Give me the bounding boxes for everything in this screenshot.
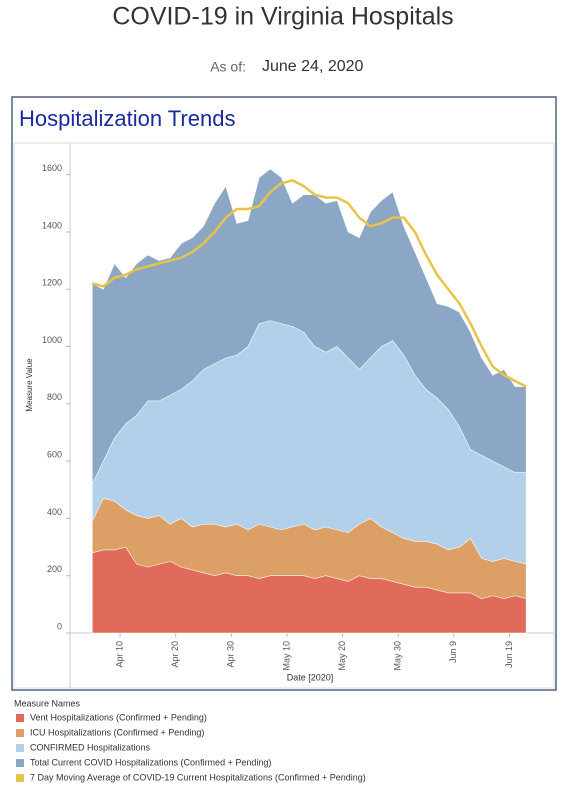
x-tick-label: May 30 — [393, 641, 403, 671]
x-axis-title: Date [2020] — [287, 672, 334, 682]
panel-title: Hospitalization Trends — [19, 106, 235, 131]
page-title: COVID-19 in Virginia Hospitals — [112, 3, 453, 31]
y-tick-label: 600 — [47, 449, 62, 459]
y-tick-label: 800 — [47, 392, 62, 402]
x-tick-label: Apr 20 — [170, 641, 180, 668]
y-tick-label: 1000 — [42, 335, 62, 345]
y-tick-label: 0 — [57, 621, 62, 631]
legend-label: 7 Day Moving Average of COVID-19 Current… — [30, 772, 366, 782]
x-tick-label: May 10 — [281, 641, 291, 671]
legend-label: ICU Hospitalizations (Confirmed + Pendin… — [30, 727, 204, 737]
legend-label: Total Current COVID Hospitalizations (Co… — [30, 757, 271, 767]
y-tick-label: 1600 — [42, 163, 62, 173]
y-tick-label: 200 — [47, 564, 62, 574]
legend-label: Vent Hospitalizations (Confirmed + Pendi… — [30, 712, 207, 722]
x-tick-label: Apr 30 — [226, 641, 236, 668]
y-tick-label: 1200 — [42, 278, 62, 288]
x-tick-label: Jun 19 — [504, 641, 514, 668]
panel-border — [11, 96, 557, 691]
legend-label: CONFIRMED Hospitalizations — [30, 742, 151, 752]
legend-title: Measure Names — [14, 698, 81, 708]
y-tick-label: 1400 — [42, 220, 62, 230]
line — [91, 179, 527, 388]
as-of-date: June 24, 2020 — [262, 58, 364, 75]
legend-swatch — [16, 744, 24, 752]
legend-swatch — [16, 759, 24, 767]
y-axis-title: Measure Value — [25, 358, 34, 412]
as-of-label: As of: — [210, 59, 246, 75]
legend-swatch — [16, 714, 24, 722]
area — [91, 546, 527, 634]
legend-swatch — [16, 729, 24, 737]
legend-swatch — [16, 774, 24, 782]
x-tick-label: Apr 10 — [114, 641, 124, 668]
x-tick-label: Jun 9 — [448, 641, 458, 663]
y-tick-label: 400 — [47, 507, 62, 517]
x-tick-label: May 20 — [337, 641, 347, 671]
chart-frame — [13, 142, 555, 689]
